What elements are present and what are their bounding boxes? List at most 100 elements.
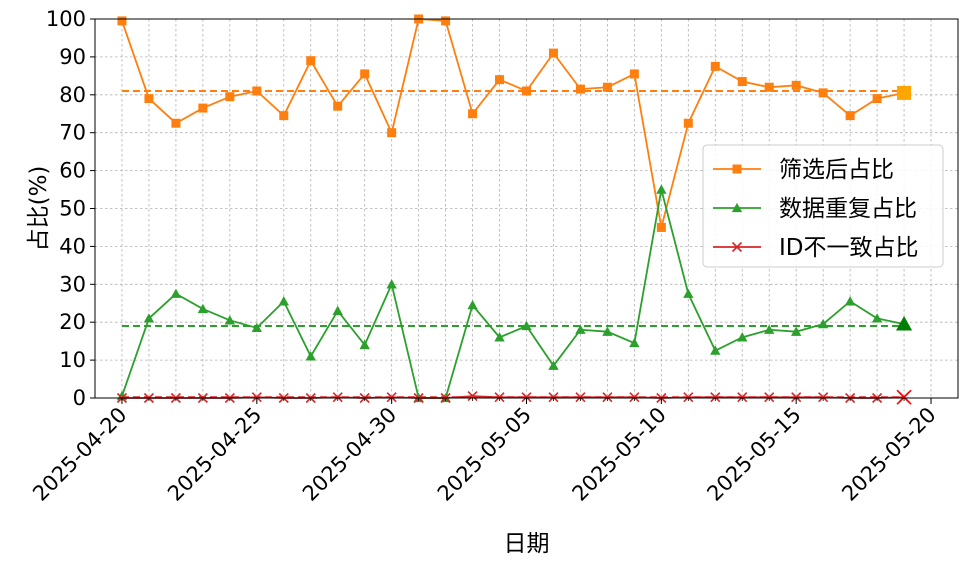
series-1-point xyxy=(278,296,289,306)
series-2-point xyxy=(251,392,262,403)
series-1-point xyxy=(170,288,182,298)
series-1-point xyxy=(764,324,775,334)
series-0-point xyxy=(656,222,666,232)
series-1-point xyxy=(548,360,559,370)
series-2-point xyxy=(332,392,343,403)
series-1-point xyxy=(575,324,586,334)
series-0-point xyxy=(522,86,531,96)
x-tick-label: 2025-04-20 xyxy=(28,403,131,506)
x-tick-label: 2025-04-25 xyxy=(163,403,266,506)
series-0-point xyxy=(710,61,720,71)
legend-marker-2 xyxy=(731,241,743,253)
series-0-point xyxy=(629,69,639,79)
series-0-point xyxy=(548,48,558,58)
y-axis-title: 占比(%) xyxy=(26,166,52,252)
series-1-point xyxy=(683,288,694,298)
series-2-point xyxy=(683,392,694,403)
series-0-point xyxy=(818,88,828,98)
x-axis-title: 日期 xyxy=(504,531,550,557)
series-0-point xyxy=(333,101,343,111)
series-0-point xyxy=(117,16,127,26)
series-1-point xyxy=(251,322,262,333)
series-1-point xyxy=(467,299,478,310)
series-0-point xyxy=(198,103,208,113)
series-2-point xyxy=(710,392,721,403)
y-tick-label: 80 xyxy=(59,83,86,107)
series-2-point xyxy=(467,391,478,402)
series-0-point xyxy=(845,111,855,121)
series-1-point xyxy=(521,320,532,331)
x-tick-label: 2025-05-20 xyxy=(837,403,940,506)
highlight-markers xyxy=(896,85,913,405)
series-lines xyxy=(116,14,910,404)
highlight-point-2 xyxy=(896,389,912,405)
series-2-point xyxy=(791,392,802,403)
highlight-point-1 xyxy=(896,316,913,331)
series-2-point xyxy=(575,392,586,403)
legend-label-1: 数据重复占比 xyxy=(779,196,917,222)
series-line-1 xyxy=(121,189,905,399)
highlight-point-0 xyxy=(897,85,912,100)
series-0-point xyxy=(602,82,612,92)
y-tick-label: 0 xyxy=(73,386,86,410)
series-2-point xyxy=(521,392,532,403)
series-0 xyxy=(117,14,909,232)
series-0-point xyxy=(144,94,154,104)
series-1-point xyxy=(359,339,370,350)
series-1-point xyxy=(656,184,667,194)
series-1-point xyxy=(386,279,397,289)
series-2-point xyxy=(494,392,505,403)
series-1-point xyxy=(710,345,721,355)
series-0-point xyxy=(872,94,882,104)
series-0-point xyxy=(791,80,801,90)
legend-box xyxy=(702,144,944,268)
y-tick-label: 50 xyxy=(59,197,86,221)
y-tick-label: 20 xyxy=(59,310,86,334)
series-1-point xyxy=(817,318,829,329)
x-axis-ticks: 2025-04-20 2025-04-25 2025-04-30 2025-05-05… xyxy=(28,398,941,506)
y-tick-label: 70 xyxy=(59,121,86,145)
series-1-point xyxy=(224,315,236,325)
series-0-point xyxy=(683,118,693,128)
series-line-2 xyxy=(121,395,905,399)
series-1-point xyxy=(602,326,613,336)
y-tick-label: 10 xyxy=(59,348,86,372)
x-tick-label: 2025-05-10 xyxy=(568,403,671,506)
series-0-point xyxy=(171,118,181,128)
series-1-point xyxy=(494,332,505,342)
legend-marker-0 xyxy=(732,164,742,174)
series-0-point xyxy=(252,86,262,96)
series-1-point xyxy=(871,313,883,323)
series-1-point xyxy=(791,326,802,336)
y-tick-label: 60 xyxy=(59,159,86,183)
series-2 xyxy=(116,391,910,404)
series-0-point xyxy=(441,16,451,26)
y-tick-label: 100 xyxy=(46,7,86,31)
series-0-point xyxy=(360,69,370,79)
series-1-point xyxy=(305,351,316,361)
series-0-point xyxy=(737,77,747,87)
x-tick-label: 2025-05-15 xyxy=(702,403,805,506)
series-2-point xyxy=(386,392,397,403)
series-2-point xyxy=(602,392,613,403)
series-2-point xyxy=(737,392,748,403)
series-1-point xyxy=(629,337,640,348)
legend-label-0: 筛选后占比 xyxy=(779,157,894,183)
x-tick-label: 2025-04-30 xyxy=(298,403,401,506)
series-2-point xyxy=(818,392,829,403)
series-0-point xyxy=(279,111,289,121)
series-0-point xyxy=(225,92,235,102)
series-0-point xyxy=(495,75,505,85)
y-axis-ticks: 0 10 20 30 40 50 60 70 80 90 100 xyxy=(46,7,95,410)
series-1-point xyxy=(737,332,748,342)
x-tick-label: 2025-05-05 xyxy=(433,403,536,506)
series-0-point xyxy=(306,56,316,66)
series-0-point xyxy=(387,128,397,138)
series-0-point xyxy=(764,82,774,92)
y-tick-label: 40 xyxy=(59,234,86,258)
series-1-point xyxy=(143,313,155,323)
series-0-point xyxy=(468,109,478,119)
series-2-point xyxy=(629,392,640,403)
